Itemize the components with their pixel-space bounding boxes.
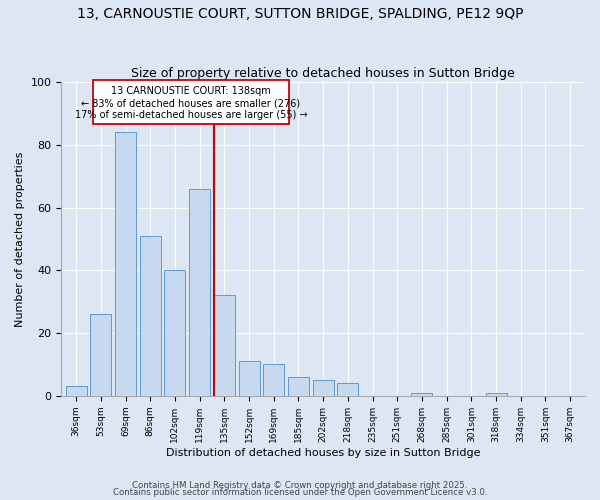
Bar [115,132,136,396]
Title: Size of property relative to detached houses in Sutton Bridge: Size of property relative to detached ho… [131,66,515,80]
Bar [140,236,161,396]
Bar [189,188,210,396]
Text: 17% of semi-detached houses are larger (55) →: 17% of semi-detached houses are larger (… [74,110,307,120]
Bar [288,377,309,396]
Y-axis label: Number of detached properties: Number of detached properties [15,152,25,326]
Text: 13 CARNOUSTIE COURT: 138sqm: 13 CARNOUSTIE COURT: 138sqm [111,86,271,96]
Bar [313,380,334,396]
Bar [412,392,433,396]
Text: Contains HM Land Registry data © Crown copyright and database right 2025.: Contains HM Land Registry data © Crown c… [132,480,468,490]
Bar [239,362,260,396]
Text: 13, CARNOUSTIE COURT, SUTTON BRIDGE, SPALDING, PE12 9QP: 13, CARNOUSTIE COURT, SUTTON BRIDGE, SPA… [77,8,523,22]
FancyBboxPatch shape [94,80,289,124]
Bar [65,386,86,396]
Bar [164,270,185,396]
X-axis label: Distribution of detached houses by size in Sutton Bridge: Distribution of detached houses by size … [166,448,481,458]
Text: ← 83% of detached houses are smaller (276): ← 83% of detached houses are smaller (27… [82,98,301,108]
Bar [91,314,112,396]
Bar [214,296,235,396]
Bar [263,364,284,396]
Bar [485,392,506,396]
Text: Contains public sector information licensed under the Open Government Licence v3: Contains public sector information licen… [113,488,487,497]
Bar [337,384,358,396]
